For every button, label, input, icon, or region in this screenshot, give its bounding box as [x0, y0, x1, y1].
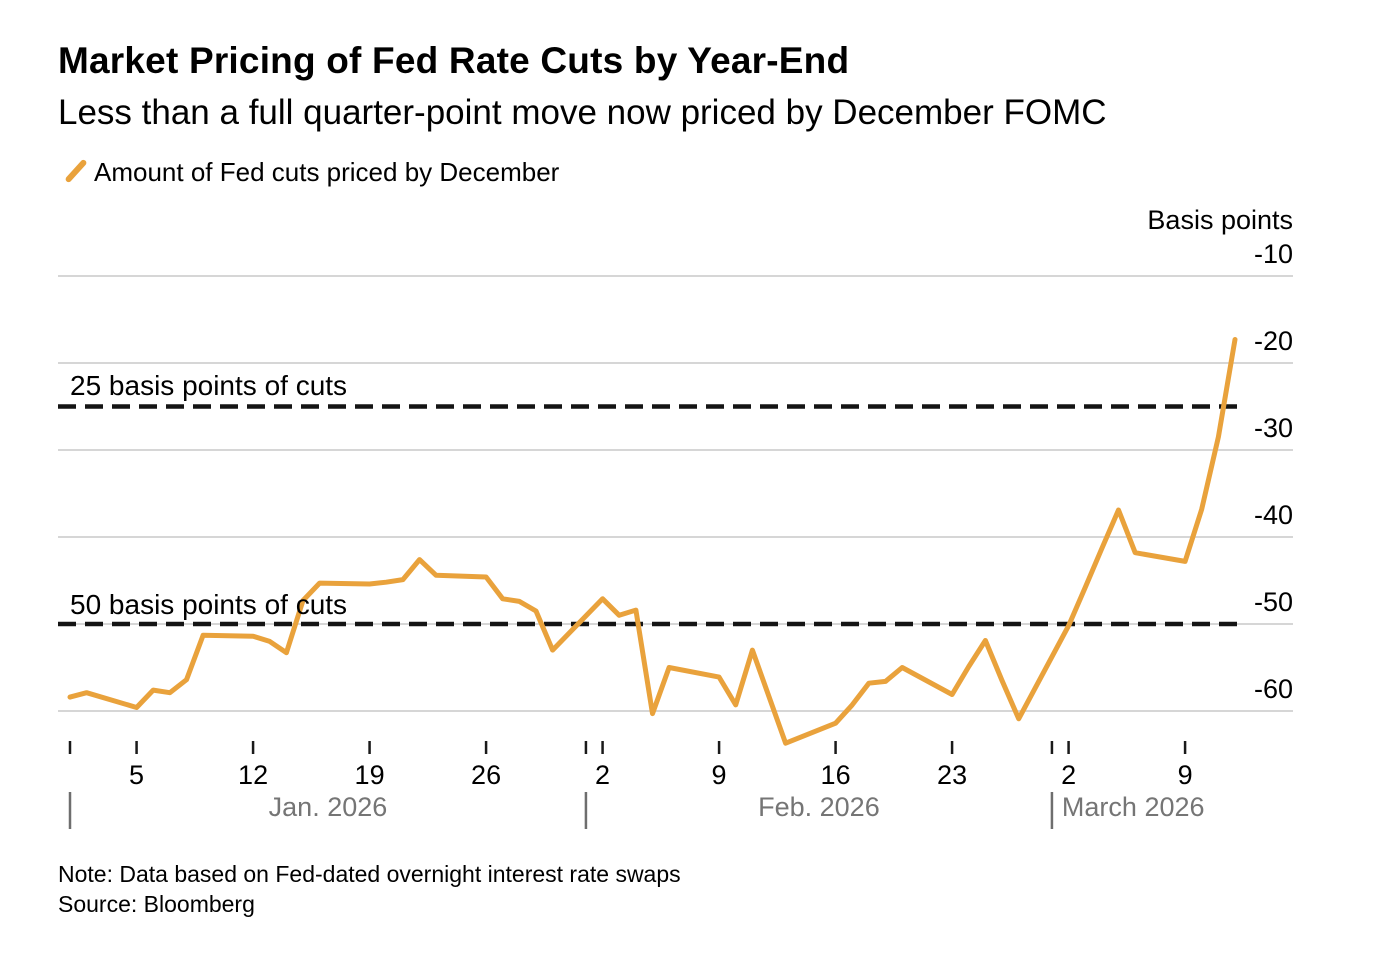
y-tick-label: -60 [1254, 674, 1293, 704]
y-tick-label: -30 [1254, 413, 1293, 443]
x-tick-label: 19 [355, 760, 385, 790]
month-label: March 2026 [1062, 792, 1205, 822]
x-tick-label: 2 [595, 760, 610, 790]
month-label: Jan. 2026 [269, 792, 388, 822]
y-tick-label: -50 [1254, 587, 1293, 617]
y-tick-label: -40 [1254, 500, 1293, 530]
month-label: Feb. 2026 [758, 792, 880, 822]
y-tick-label: -10 [1254, 239, 1293, 269]
reference-label-50bp: 50 basis points of cuts [70, 589, 348, 620]
source-credit: Source: Bloomberg [58, 891, 255, 917]
x-tick-label: 9 [712, 760, 727, 790]
x-tick-label: 16 [821, 760, 851, 790]
footnote: Note: Data based on Fed-dated overnight … [58, 861, 681, 887]
data-line [67, 337, 1238, 746]
page-subtitle: Less than a full quarter-point move now … [58, 93, 1107, 132]
x-tick-label: 5 [129, 760, 144, 790]
x-tick-label: 26 [471, 760, 501, 790]
y-tick-label: -20 [1254, 326, 1293, 356]
x-tick-label: 12 [238, 760, 268, 790]
reference-label-25bp: 25 basis points of cuts [70, 370, 348, 401]
page-title: Market Pricing of Fed Rate Cuts by Year-… [58, 40, 850, 81]
legend-label: Amount of Fed cuts priced by December [94, 157, 560, 187]
x-tick-label: 9 [1178, 760, 1193, 790]
x-tick-label: 2 [1061, 760, 1076, 790]
x-tick-label: 23 [937, 760, 967, 790]
y-axis-title: Basis points [1147, 205, 1293, 235]
